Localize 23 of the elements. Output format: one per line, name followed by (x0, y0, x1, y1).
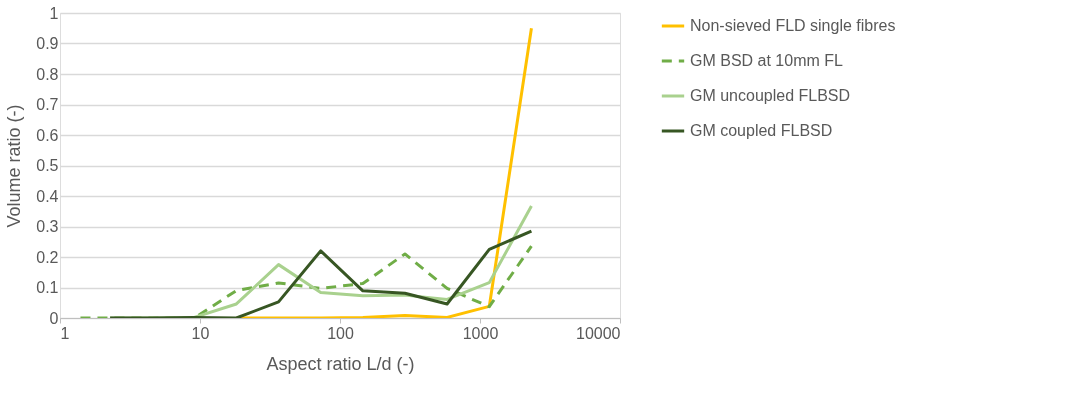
legend-label: GM uncoupled FLBSD (690, 87, 851, 104)
y-tick-label: 0.1 (36, 279, 59, 296)
x-tick-label: 1000 (462, 324, 499, 342)
y-tick-label: 0 (49, 309, 59, 327)
y-tick-label: 0.2 (36, 248, 59, 266)
y-tick-label: 0.3 (36, 218, 59, 235)
line-series (108, 229, 533, 318)
y-tick-label: 0.7 (36, 96, 59, 113)
y-tick-label: 0.4 (36, 187, 59, 205)
y-axis-title: Volume ratio (-) (4, 104, 25, 228)
y-tick-label: 0.5 (36, 157, 59, 174)
legend-label: Non-sieved FLD single fibres (690, 17, 896, 34)
x-tick-label: 1 (60, 324, 70, 342)
x-axis-title: Aspect ratio L/d (-) (266, 353, 415, 374)
legend-label: GM BSD at 10mm FL (690, 52, 844, 69)
y-tick-label: 0.9 (36, 35, 59, 52)
x-tick-label: 10 (191, 324, 210, 342)
y-tick-label: 1 (49, 4, 59, 22)
legend-label: GM coupled FLBSD (690, 122, 833, 139)
y-tick-label: 0.8 (36, 65, 59, 83)
x-tick-label: 100 (327, 324, 354, 342)
x-tick-label: 10000 (576, 324, 621, 342)
y-tick-label: 0.6 (36, 126, 59, 144)
